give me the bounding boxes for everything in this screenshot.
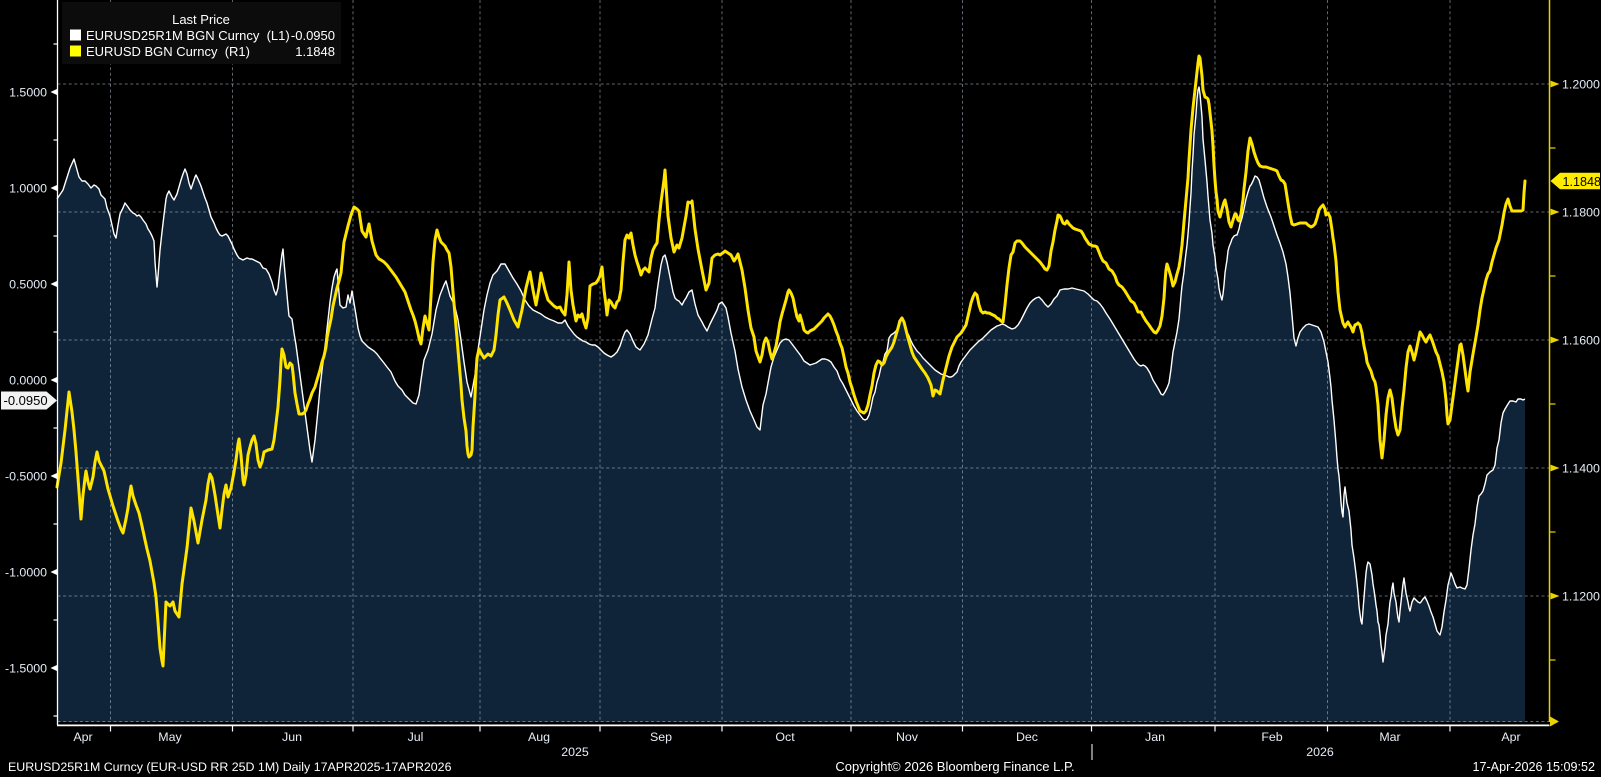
svg-text:-0.0950: -0.0950 <box>291 28 335 43</box>
svg-text:May: May <box>158 730 182 744</box>
svg-text:-1.0000: -1.0000 <box>5 566 47 580</box>
svg-text:1.1200: 1.1200 <box>1562 590 1600 604</box>
svg-text:Nov: Nov <box>896 730 919 744</box>
svg-text:Apr: Apr <box>1501 730 1520 744</box>
svg-text:0.5000: 0.5000 <box>9 278 47 292</box>
svg-text:1.5000: 1.5000 <box>9 86 47 100</box>
svg-text:Dec: Dec <box>1016 730 1038 744</box>
svg-text:Feb: Feb <box>1261 730 1282 744</box>
svg-text:Jul: Jul <box>408 730 424 744</box>
svg-text:2025: 2025 <box>561 745 589 759</box>
svg-text:Last Price: Last Price <box>172 12 230 27</box>
svg-text:EURUSD BGN Curncy (R1): EURUSD BGN Curncy (R1) <box>86 44 250 59</box>
svg-text:1.1600: 1.1600 <box>1562 334 1600 348</box>
svg-text:Sep: Sep <box>650 730 672 744</box>
svg-text:Jan: Jan <box>1145 730 1165 744</box>
svg-text:Copyright© 2026 Bloomberg Fina: Copyright© 2026 Bloomberg Finance L.P. <box>835 759 1074 774</box>
svg-text:Aug: Aug <box>528 730 550 744</box>
svg-text:Oct: Oct <box>775 730 795 744</box>
svg-text:-0.5000: -0.5000 <box>5 470 47 484</box>
svg-text:EURUSD25R1M BGN Curncy (L1): EURUSD25R1M BGN Curncy (L1) <box>86 28 290 43</box>
svg-text:Apr: Apr <box>73 730 92 744</box>
svg-text:1.0000: 1.0000 <box>9 182 47 196</box>
svg-text:2026: 2026 <box>1306 745 1334 759</box>
svg-text:-1.5000: -1.5000 <box>5 662 47 676</box>
svg-text:1.1848: 1.1848 <box>1563 175 1601 189</box>
svg-text:1.2000: 1.2000 <box>1562 78 1600 92</box>
svg-text:1.1400: 1.1400 <box>1562 462 1600 476</box>
svg-text:EURUSD25R1M Curncy (EUR-USD RR: EURUSD25R1M Curncy (EUR-USD RR 25D 1M) D… <box>8 760 452 774</box>
svg-text:Mar: Mar <box>1379 730 1400 744</box>
svg-text:-0.0950: -0.0950 <box>4 393 48 408</box>
svg-text:17-Apr-2026 15:09:52: 17-Apr-2026 15:09:52 <box>1472 760 1595 774</box>
svg-text:Jun: Jun <box>282 730 302 744</box>
svg-text:0.0000: 0.0000 <box>9 374 47 388</box>
svg-text:1.1800: 1.1800 <box>1562 206 1600 220</box>
svg-text:1.1848: 1.1848 <box>295 44 335 59</box>
